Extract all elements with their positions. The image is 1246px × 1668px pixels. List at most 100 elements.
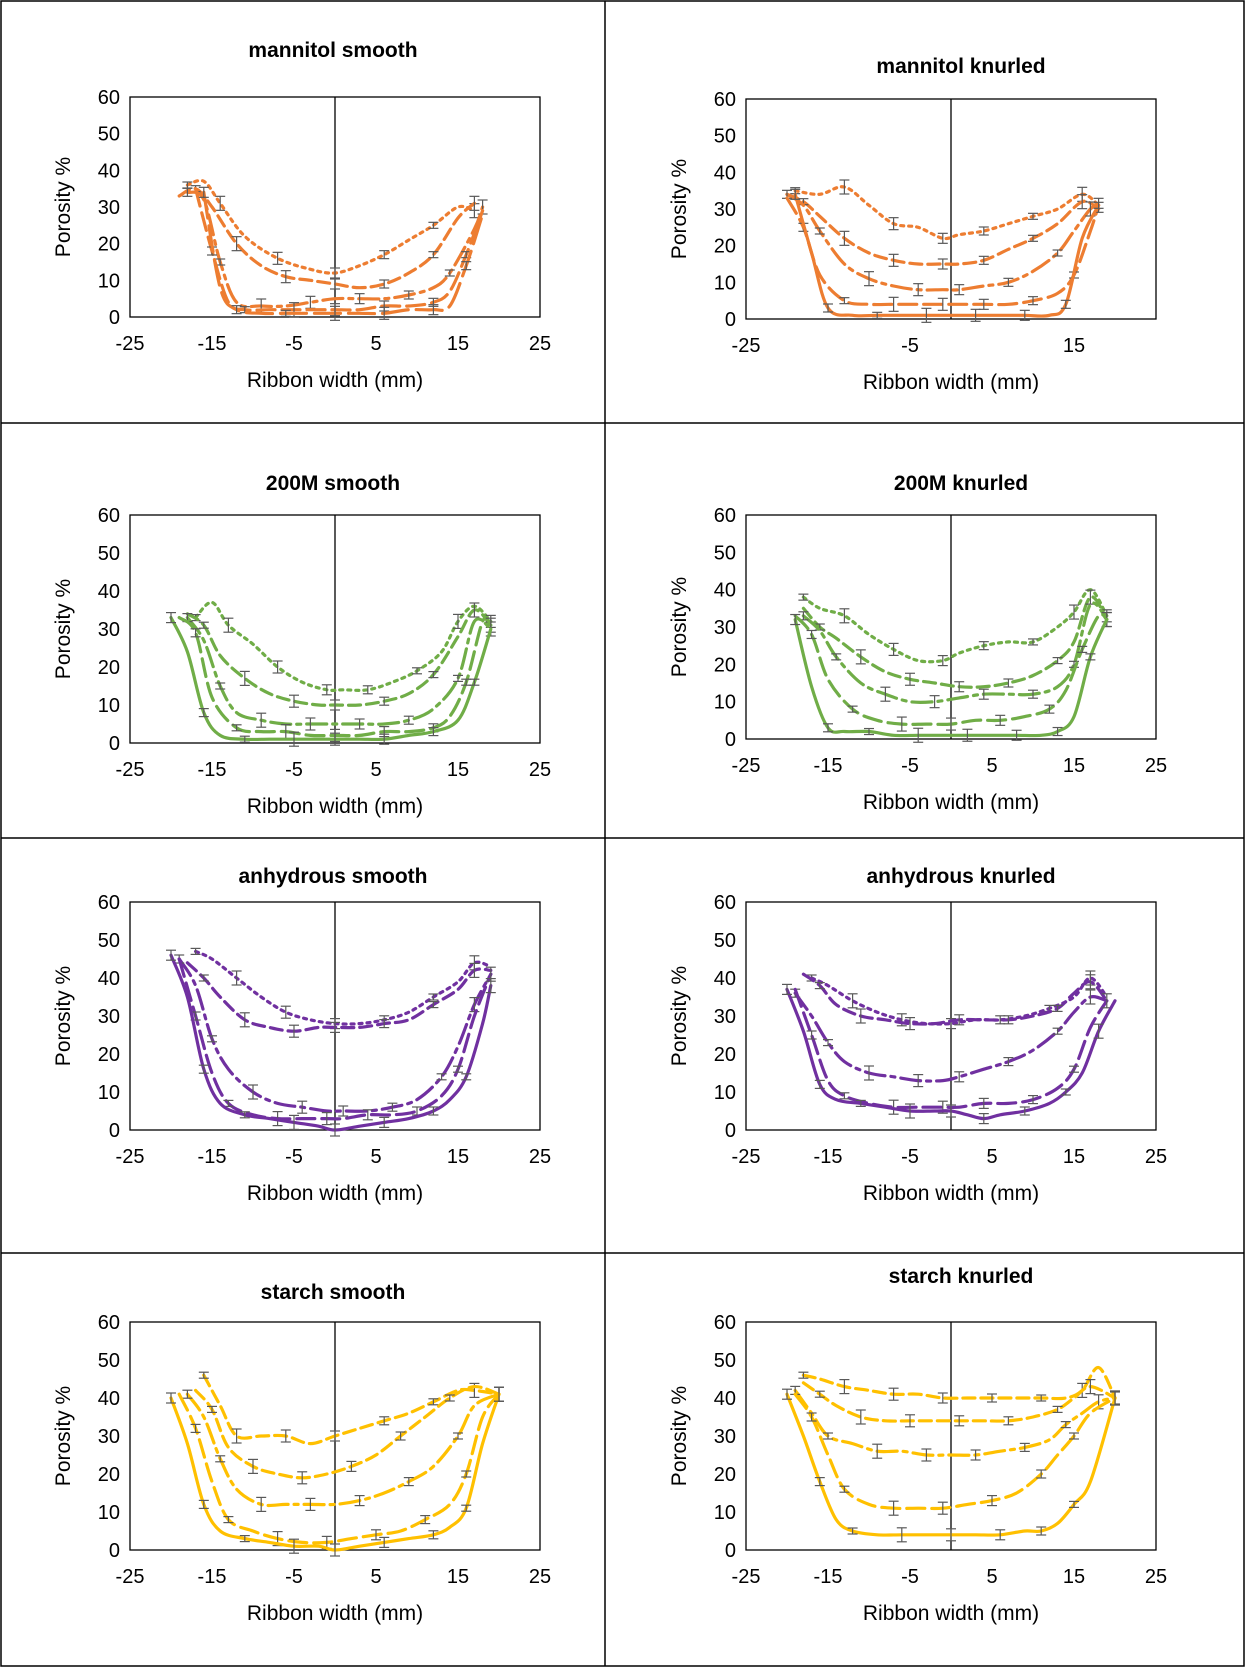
error-bar — [305, 1497, 316, 1512]
error-bar — [1085, 974, 1096, 990]
y-tick-label: 50 — [714, 542, 736, 564]
x-tick-label: 25 — [529, 759, 551, 781]
x-tick-label: -25 — [732, 755, 761, 777]
x-tick-label: 25 — [529, 1146, 551, 1168]
x-tick-label: 25 — [1145, 755, 1167, 777]
error-bar — [1060, 1088, 1071, 1096]
error-bar — [954, 1014, 965, 1026]
series-line — [785, 987, 1117, 1121]
series-line — [793, 1388, 1117, 1457]
error-bar — [215, 682, 226, 690]
error-bar — [1003, 277, 1014, 287]
x-tick-label: -5 — [901, 1566, 919, 1588]
error-bar — [913, 727, 924, 743]
chart-panel: 0 10 20 30 40 50 60 -25 -15 -5 5 15 25 starch smooth R… — [52, 1281, 551, 1625]
x-tick-label: 25 — [529, 1566, 551, 1588]
error-bar — [1060, 1420, 1071, 1429]
x-tick-label: 15 — [447, 1566, 469, 1588]
error-bar — [256, 712, 267, 728]
error-bar — [379, 279, 390, 289]
error-bar — [444, 1394, 455, 1402]
error-bar — [403, 290, 414, 300]
error-bar — [198, 1064, 209, 1074]
error-bar — [289, 1538, 299, 1554]
error-bar — [272, 660, 283, 674]
error-bar — [962, 728, 973, 742]
error-bar — [494, 1386, 504, 1402]
error-bar — [198, 186, 209, 198]
x-tick-label: -25 — [116, 1566, 145, 1588]
error-bar — [823, 723, 833, 733]
error-bar — [371, 1529, 381, 1541]
x-tick-label: -15 — [198, 333, 227, 355]
error-bar — [403, 715, 414, 725]
error-bar — [888, 296, 899, 312]
error-bar — [289, 1024, 299, 1038]
error-bar — [937, 654, 948, 667]
series-line — [801, 588, 1109, 664]
error-bar — [215, 1455, 226, 1463]
error-bar — [1052, 1004, 1063, 1013]
error-bar — [330, 267, 340, 279]
error-bar — [198, 974, 209, 982]
error-bar — [387, 1102, 398, 1112]
error-bar — [937, 258, 948, 270]
error-bar — [1069, 1500, 1079, 1509]
error-bar — [1085, 1378, 1096, 1395]
x-tick-label: 15 — [447, 759, 469, 781]
error-bar — [321, 684, 332, 696]
series-line — [785, 192, 1101, 266]
error-bar — [182, 1389, 193, 1399]
error-bar — [839, 608, 850, 624]
error-bar — [461, 1470, 472, 1478]
error-bar — [806, 629, 817, 640]
error-bar — [905, 1016, 915, 1031]
error-bar — [814, 981, 825, 990]
error-bar — [1028, 212, 1038, 220]
error-bar — [280, 1005, 291, 1019]
error-bar — [1093, 1023, 1104, 1039]
y-tick-label: 50 — [98, 1350, 120, 1372]
error-bar — [946, 1104, 956, 1118]
series-line — [793, 612, 1109, 726]
x-tick-label: 25 — [529, 333, 551, 355]
error-bar — [970, 308, 981, 322]
error-bar — [1077, 645, 1088, 654]
chart-panel: 0 10 20 30 40 50 60 -25 -15 -5 5 15 25 anhydrous knur… — [668, 865, 1167, 1205]
error-bar — [198, 1499, 209, 1510]
series-line — [177, 616, 493, 738]
error-bar — [937, 297, 948, 311]
error-bar — [987, 1393, 997, 1403]
error-bar — [379, 696, 390, 706]
y-tick-label: 10 — [714, 692, 736, 714]
error-bar — [888, 217, 899, 231]
y-tick-label: 30 — [714, 1426, 736, 1448]
y-tick-label: 50 — [714, 930, 736, 952]
error-bar — [256, 1496, 267, 1513]
x-tick-label: -25 — [116, 1146, 145, 1168]
y-tick-label: 50 — [98, 543, 120, 565]
chart-panel: 0 10 20 30 40 50 60 -25 -15 -5 5 15 25 200M smooth Rib… — [52, 472, 551, 818]
error-bar — [223, 1515, 234, 1524]
error-bar — [995, 1529, 1006, 1541]
error-bar — [461, 1073, 472, 1081]
error-bar — [823, 303, 833, 313]
error-bar — [855, 1008, 866, 1024]
error-bar — [978, 688, 989, 700]
error-bar — [297, 1471, 308, 1485]
error-bar — [239, 1111, 250, 1119]
error-bar — [1003, 678, 1014, 688]
x-tick-label: 15 — [447, 1146, 469, 1168]
y-axis-label: Porosity % — [668, 1386, 691, 1486]
error-bar — [978, 1112, 989, 1125]
x-axis-label: Ribbon width (mm) — [247, 795, 423, 818]
error-bar — [190, 1423, 201, 1434]
series-line — [194, 1384, 501, 1480]
x-tick-label: 25 — [1145, 1566, 1167, 1588]
error-bar — [798, 593, 809, 601]
chart-title: mannitol smooth — [248, 39, 417, 62]
error-bar — [872, 311, 883, 319]
error-bar — [970, 1449, 981, 1461]
error-bar — [1044, 704, 1055, 714]
error-bar — [1019, 1106, 1030, 1116]
